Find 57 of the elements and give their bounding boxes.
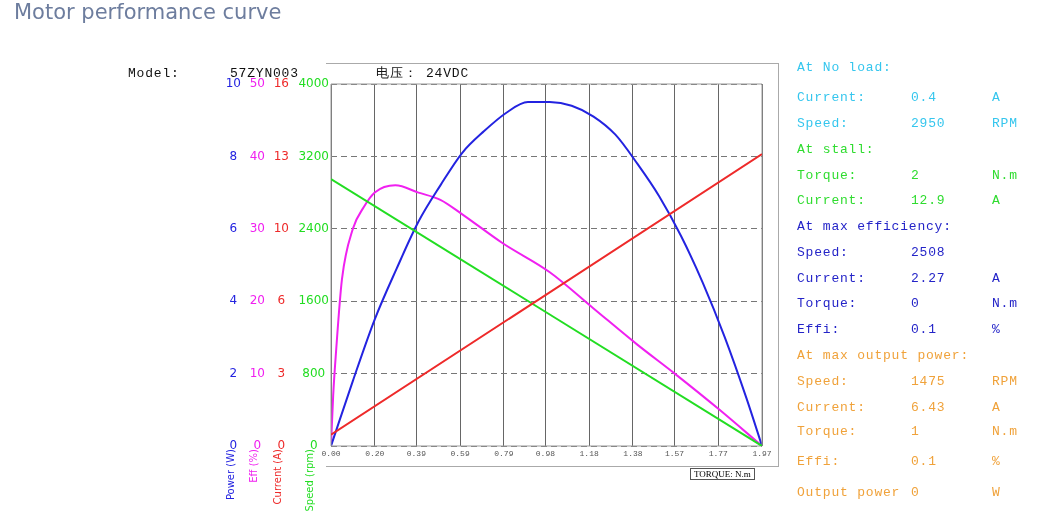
line-series [331,101,762,446]
x-axis-title: TORQUE: N.m [690,468,755,480]
x-tick-label: 1.57 [664,448,685,458]
text: Current: 6.43 A [797,400,1001,415]
text: Effi: 0.1 % [797,322,1001,337]
x-tick-label: 0.39 [406,448,427,458]
y-tick-label: 10 [273,220,290,235]
text: At max efficiency: [797,219,952,235]
text: At No load: [797,60,892,76]
text: Current: 12.9 A [797,193,1001,208]
y-tick-label: 10 [225,76,242,91]
y2-tick-label: 40 [249,148,266,163]
y-tick-label: 8 [229,148,238,163]
text: Torque: 2 N.m [797,168,1018,183]
y2-tick-label: 3200 [298,148,329,163]
text: Current: 2.27 A [797,271,1001,286]
y2-tick-label: 800 [302,365,326,380]
text: Speed: 2950 RPM [797,116,1018,131]
y-tick-label: 4 [229,293,238,308]
x-tick-label: 0.79 [494,448,514,458]
x-tick-label: 0.00 [321,448,341,458]
text: 电压： 24VDC [376,66,470,82]
text: Speed: 2508 [797,245,946,260]
y-tick-label: 16 [273,76,290,91]
text: Torque: 0 N.m [797,296,1018,311]
y-tick-label: 2 [229,365,238,380]
text: Motor performance curve [14,0,282,24]
y2-tick-label: 20 [249,293,266,308]
text: Torque: 1 N.m [797,424,1018,439]
y2-tick-label: 1600 [298,293,329,308]
y2-tick-label: 50 [249,76,266,91]
x-tick-label: 1.38 [623,448,643,458]
x-tick-label: 1.77 [708,448,729,458]
y-tick-label: 3 [277,365,286,380]
y2-tick-label: 30 [249,220,266,235]
y-axis-title: Current (A) [271,448,283,505]
text: Effi: 0.1 % [797,454,1001,469]
y-axis-title: Power (W) [224,448,236,501]
y2-tick-label: 2400 [298,220,329,235]
text: At max output power: [797,348,970,364]
x-tick-label: 1.18 [579,448,599,458]
y2-axis-title: Speed (rpm) [303,448,315,512]
text: At stall: [797,142,875,158]
x-tick-label: 0.59 [450,448,470,458]
text: Output power 0 W [797,485,1001,500]
y2-axis-title: Eff (%) [247,448,259,483]
y-tick-label: 13 [273,148,290,163]
y-tick-label: 6 [229,220,238,235]
x-tick-label: 0.98 [535,448,556,458]
text: Current: 0.4 A [797,90,1001,105]
y2-tick-label: 4000 [298,76,329,91]
x-tick-label: 1.97 [752,448,772,458]
y2-tick-label: 10 [249,365,266,380]
text: Model: [128,66,180,82]
y-tick-label: 6 [277,293,286,308]
x-tick-label: 0.20 [365,448,385,458]
text: Speed: 1475 RPM [797,374,1018,389]
